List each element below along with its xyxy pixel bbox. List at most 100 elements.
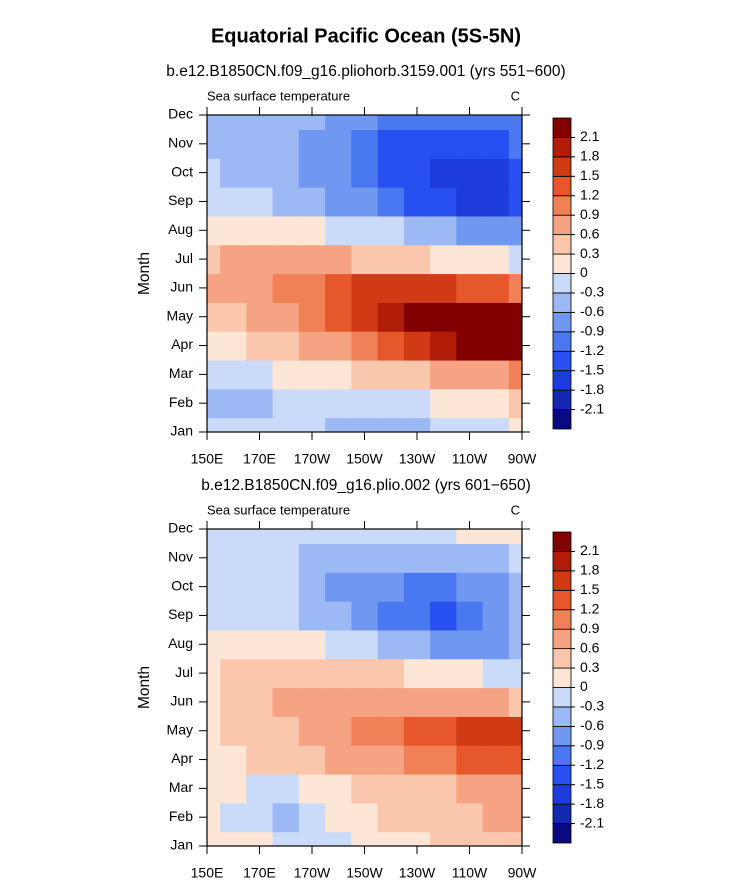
contour-cell bbox=[430, 388, 457, 419]
x-tick-label: 150W bbox=[346, 865, 383, 881]
page-title: Equatorial Pacific Ocean (5S-5N) bbox=[211, 25, 521, 47]
contour-cell bbox=[220, 802, 247, 833]
colorbar-label: 2.1 bbox=[580, 542, 600, 558]
contour-cell bbox=[220, 215, 247, 246]
contour-cell bbox=[482, 331, 510, 361]
contour-cell bbox=[377, 629, 405, 660]
contour-cell bbox=[220, 572, 247, 602]
contour-cell bbox=[377, 302, 405, 332]
contour-cell bbox=[220, 359, 247, 390]
contour-cell bbox=[430, 273, 457, 303]
contour-cell bbox=[482, 802, 510, 833]
contour-cell bbox=[456, 745, 484, 775]
contour-cell bbox=[508, 529, 522, 545]
contour-cell bbox=[403, 129, 431, 159]
colorbar-box bbox=[552, 370, 572, 391]
x-tick-label: 150W bbox=[346, 451, 383, 467]
contour-cell bbox=[220, 158, 247, 188]
y-tick-label: Dec bbox=[168, 520, 193, 536]
contour-cell bbox=[272, 359, 300, 390]
contour-cell bbox=[272, 273, 300, 303]
contour-cell bbox=[272, 115, 300, 131]
contour-cell bbox=[325, 129, 352, 159]
colorbar-label: -2.1 bbox=[580, 814, 604, 830]
contour-cell bbox=[272, 687, 300, 717]
contour-cell bbox=[482, 115, 510, 131]
contour-cell bbox=[377, 802, 405, 833]
contour-cell bbox=[430, 802, 457, 833]
colorbar-box bbox=[552, 214, 572, 236]
contour-cell bbox=[456, 529, 484, 545]
panel: b.e12.B1850CN.f09_g16.plio.002 (yrs 601−… bbox=[136, 477, 604, 881]
y-tick-label: Feb bbox=[169, 394, 193, 410]
contour-cell bbox=[456, 187, 484, 217]
contour-cell bbox=[272, 802, 300, 833]
contour-cell bbox=[430, 417, 457, 432]
y-tick-label: Nov bbox=[168, 135, 193, 151]
contour-cell bbox=[456, 115, 484, 131]
y-tick-label: Jun bbox=[170, 279, 193, 295]
contour-cell bbox=[508, 359, 522, 390]
colorbar-label: 0 bbox=[580, 678, 588, 694]
colorbar-label: -0.6 bbox=[580, 717, 604, 733]
contour-cell bbox=[207, 129, 221, 159]
colorbar-label: 0.6 bbox=[580, 225, 600, 241]
contour-cell bbox=[377, 831, 405, 846]
x-tick-label: 110W bbox=[452, 865, 488, 881]
contour-cell bbox=[351, 244, 379, 275]
contour-cell bbox=[430, 831, 457, 846]
contour-cell bbox=[351, 543, 379, 573]
contour-cell bbox=[325, 658, 352, 689]
contour-cell bbox=[482, 359, 510, 390]
contour-cell bbox=[325, 601, 352, 631]
colorbar-label: -2.1 bbox=[580, 400, 604, 416]
contour-cell bbox=[220, 129, 247, 159]
colorbar-box bbox=[552, 175, 572, 197]
contour-cell bbox=[351, 572, 379, 602]
contour-cell bbox=[246, 658, 274, 689]
contour-cell bbox=[456, 273, 484, 303]
contour-cell bbox=[246, 529, 274, 545]
contour-cell bbox=[298, 716, 326, 746]
contour-cell bbox=[351, 601, 379, 631]
contour-cell bbox=[220, 543, 247, 573]
contour-cell bbox=[246, 773, 274, 804]
contour-cell bbox=[298, 572, 326, 602]
contour-cell bbox=[351, 158, 379, 188]
contour-cell bbox=[508, 802, 522, 833]
contour-cell bbox=[246, 802, 274, 833]
contour-cell bbox=[377, 244, 405, 275]
contour-cell bbox=[377, 388, 405, 419]
colorbar-box bbox=[552, 117, 572, 138]
contour-cell bbox=[246, 331, 274, 361]
contour-cell bbox=[482, 773, 510, 804]
contour-cell bbox=[456, 831, 484, 846]
y-tick-label: Sep bbox=[168, 192, 193, 208]
colorbar-label: -1.2 bbox=[580, 756, 604, 772]
y-tick-label: Aug bbox=[168, 221, 193, 237]
contour-cell bbox=[508, 302, 522, 332]
colorbar-box bbox=[552, 195, 572, 216]
contour-cell bbox=[207, 831, 221, 846]
contour-cell bbox=[298, 359, 326, 390]
contour-cell bbox=[351, 529, 379, 545]
contour-cell bbox=[508, 687, 522, 717]
contour-cell bbox=[377, 716, 405, 746]
contour-cell bbox=[325, 773, 352, 804]
contour-cell bbox=[456, 331, 484, 361]
contour-cell bbox=[246, 359, 274, 390]
colorbar-label: 1.2 bbox=[580, 186, 600, 202]
contour-cell bbox=[377, 359, 405, 390]
y-axis-title: Month bbox=[136, 666, 153, 709]
colorbar-box bbox=[552, 234, 572, 255]
contour-cell bbox=[325, 273, 352, 303]
contour-cell bbox=[482, 273, 510, 303]
contour-cell bbox=[325, 331, 352, 361]
contour-cell bbox=[351, 629, 379, 660]
colorbar-box bbox=[552, 706, 572, 727]
contour-cell bbox=[430, 716, 457, 746]
colorbar-label: 2.1 bbox=[580, 128, 600, 144]
contour-cell bbox=[377, 273, 405, 303]
colorbar-label: 1.2 bbox=[580, 600, 600, 616]
contour-cell bbox=[430, 158, 457, 188]
